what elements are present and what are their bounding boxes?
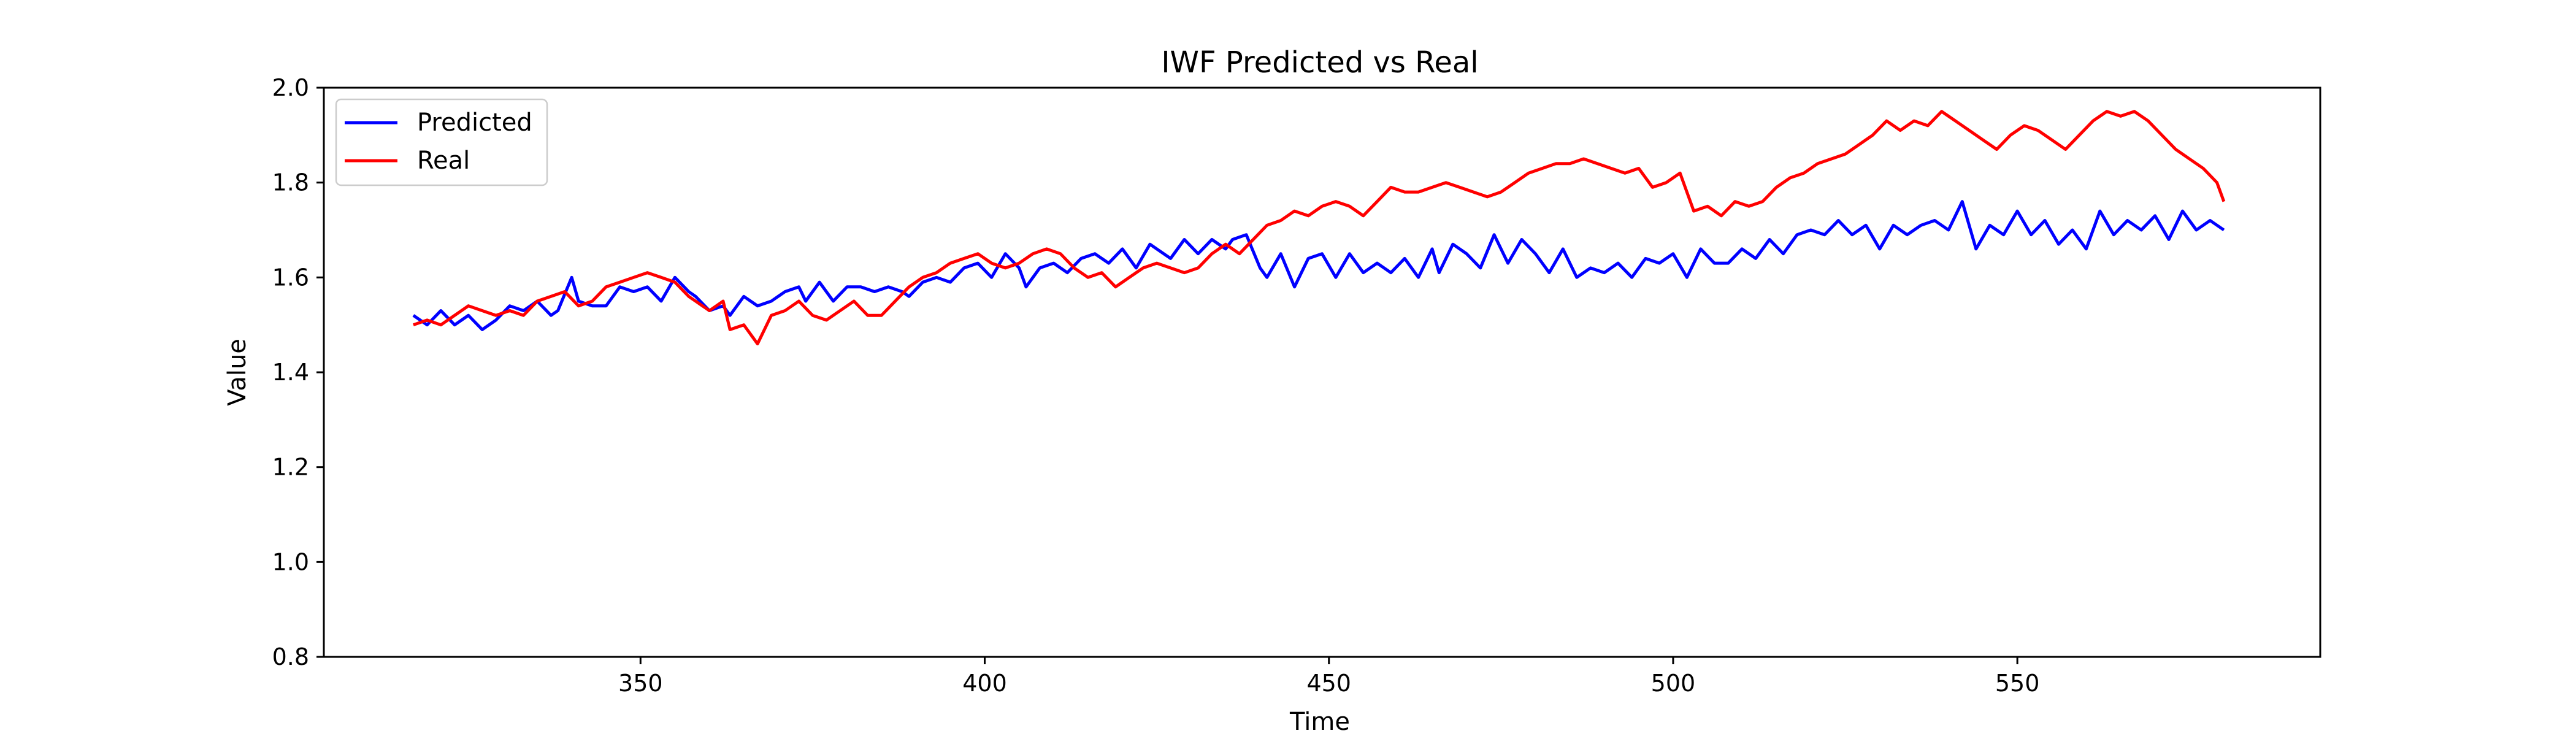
legend-box: [335, 98, 548, 186]
chart-title: IWF Predicted vs Real: [1161, 45, 1478, 80]
x-tick-label: 500: [1651, 670, 1696, 697]
ticks-layer: 350 400 450 500 550 0.8 1.0 1.2 1.4 1.6 1.8 2.0: [272, 74, 2040, 697]
legend-entry-predicted: Predicted: [417, 109, 532, 137]
y-tick-label: 2.0: [272, 74, 309, 101]
x-tick-label: 400: [962, 670, 1007, 697]
x-tick-label: 350: [618, 670, 663, 697]
y-axis-label: Value: [223, 339, 251, 406]
legend: Predicted Real: [335, 98, 548, 186]
y-tick-label: 0.8: [272, 643, 309, 670]
series-line-real: [413, 110, 2226, 346]
y-tick-label: 1.8: [272, 169, 309, 196]
y-tick-label: 1.6: [272, 264, 309, 291]
x-axis-label: Time: [1289, 708, 1350, 736]
x-tick-label: 550: [1995, 670, 2040, 697]
y-tick-label: 1.2: [272, 454, 309, 481]
y-tick-label: 1.0: [272, 548, 309, 575]
legend-entry-real: Real: [417, 147, 470, 175]
x-tick-label: 450: [1306, 670, 1351, 697]
y-tick-label: 1.4: [272, 359, 309, 386]
series-layer: [412, 110, 2226, 346]
